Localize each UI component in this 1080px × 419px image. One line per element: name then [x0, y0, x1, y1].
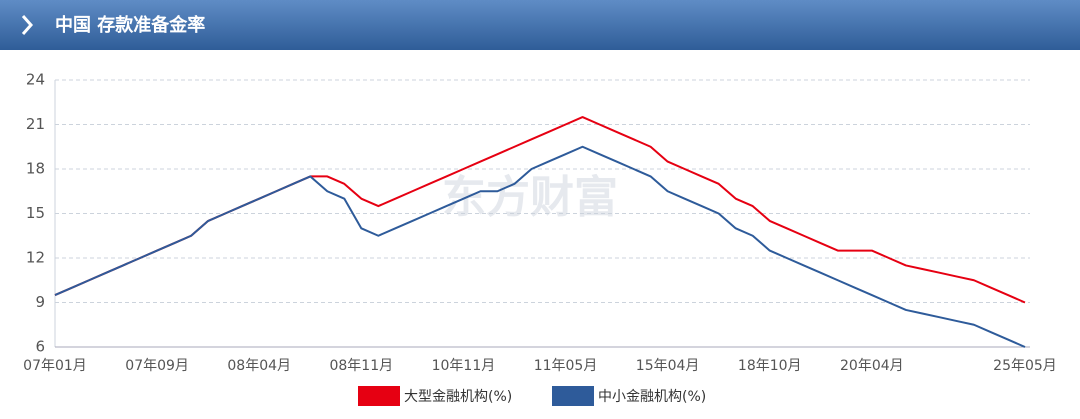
y-tick-label: 6: [35, 338, 45, 356]
x-tick-label: 07年09月: [125, 358, 189, 374]
x-tick-label: 25年05月: [993, 358, 1057, 374]
y-tick-label: 9: [35, 293, 45, 311]
y-tick-label: 24: [26, 71, 45, 89]
y-tick-label: 18: [26, 160, 45, 178]
x-tick-label: 07年01月: [23, 358, 87, 374]
legend-swatch: [358, 386, 400, 406]
header-title: 中国 存款准备金率: [55, 14, 205, 36]
legend-label: 中小金融机构(%): [598, 389, 706, 405]
watermark: 东方财富: [442, 172, 618, 223]
legend-swatch: [552, 386, 594, 406]
header-bar: [0, 0, 1080, 50]
x-tick-label: 08年11月: [329, 358, 393, 374]
x-tick-label: 20年04月: [840, 358, 904, 374]
x-tick-label: 15年04月: [636, 358, 700, 374]
legend-label: 大型金融机构(%): [404, 389, 512, 405]
x-tick-label: 18年10月: [738, 358, 802, 374]
x-tick-label: 08年04月: [227, 358, 291, 374]
y-tick-label: 15: [26, 204, 45, 222]
chevron-icon: [21, 15, 34, 35]
y-tick-label: 21: [26, 115, 45, 133]
data-line: [54, 145, 1026, 348]
y-tick-label: 12: [26, 249, 45, 267]
x-tick-label: 11年05月: [534, 358, 598, 374]
x-tick-label: 10年11月: [432, 358, 496, 374]
